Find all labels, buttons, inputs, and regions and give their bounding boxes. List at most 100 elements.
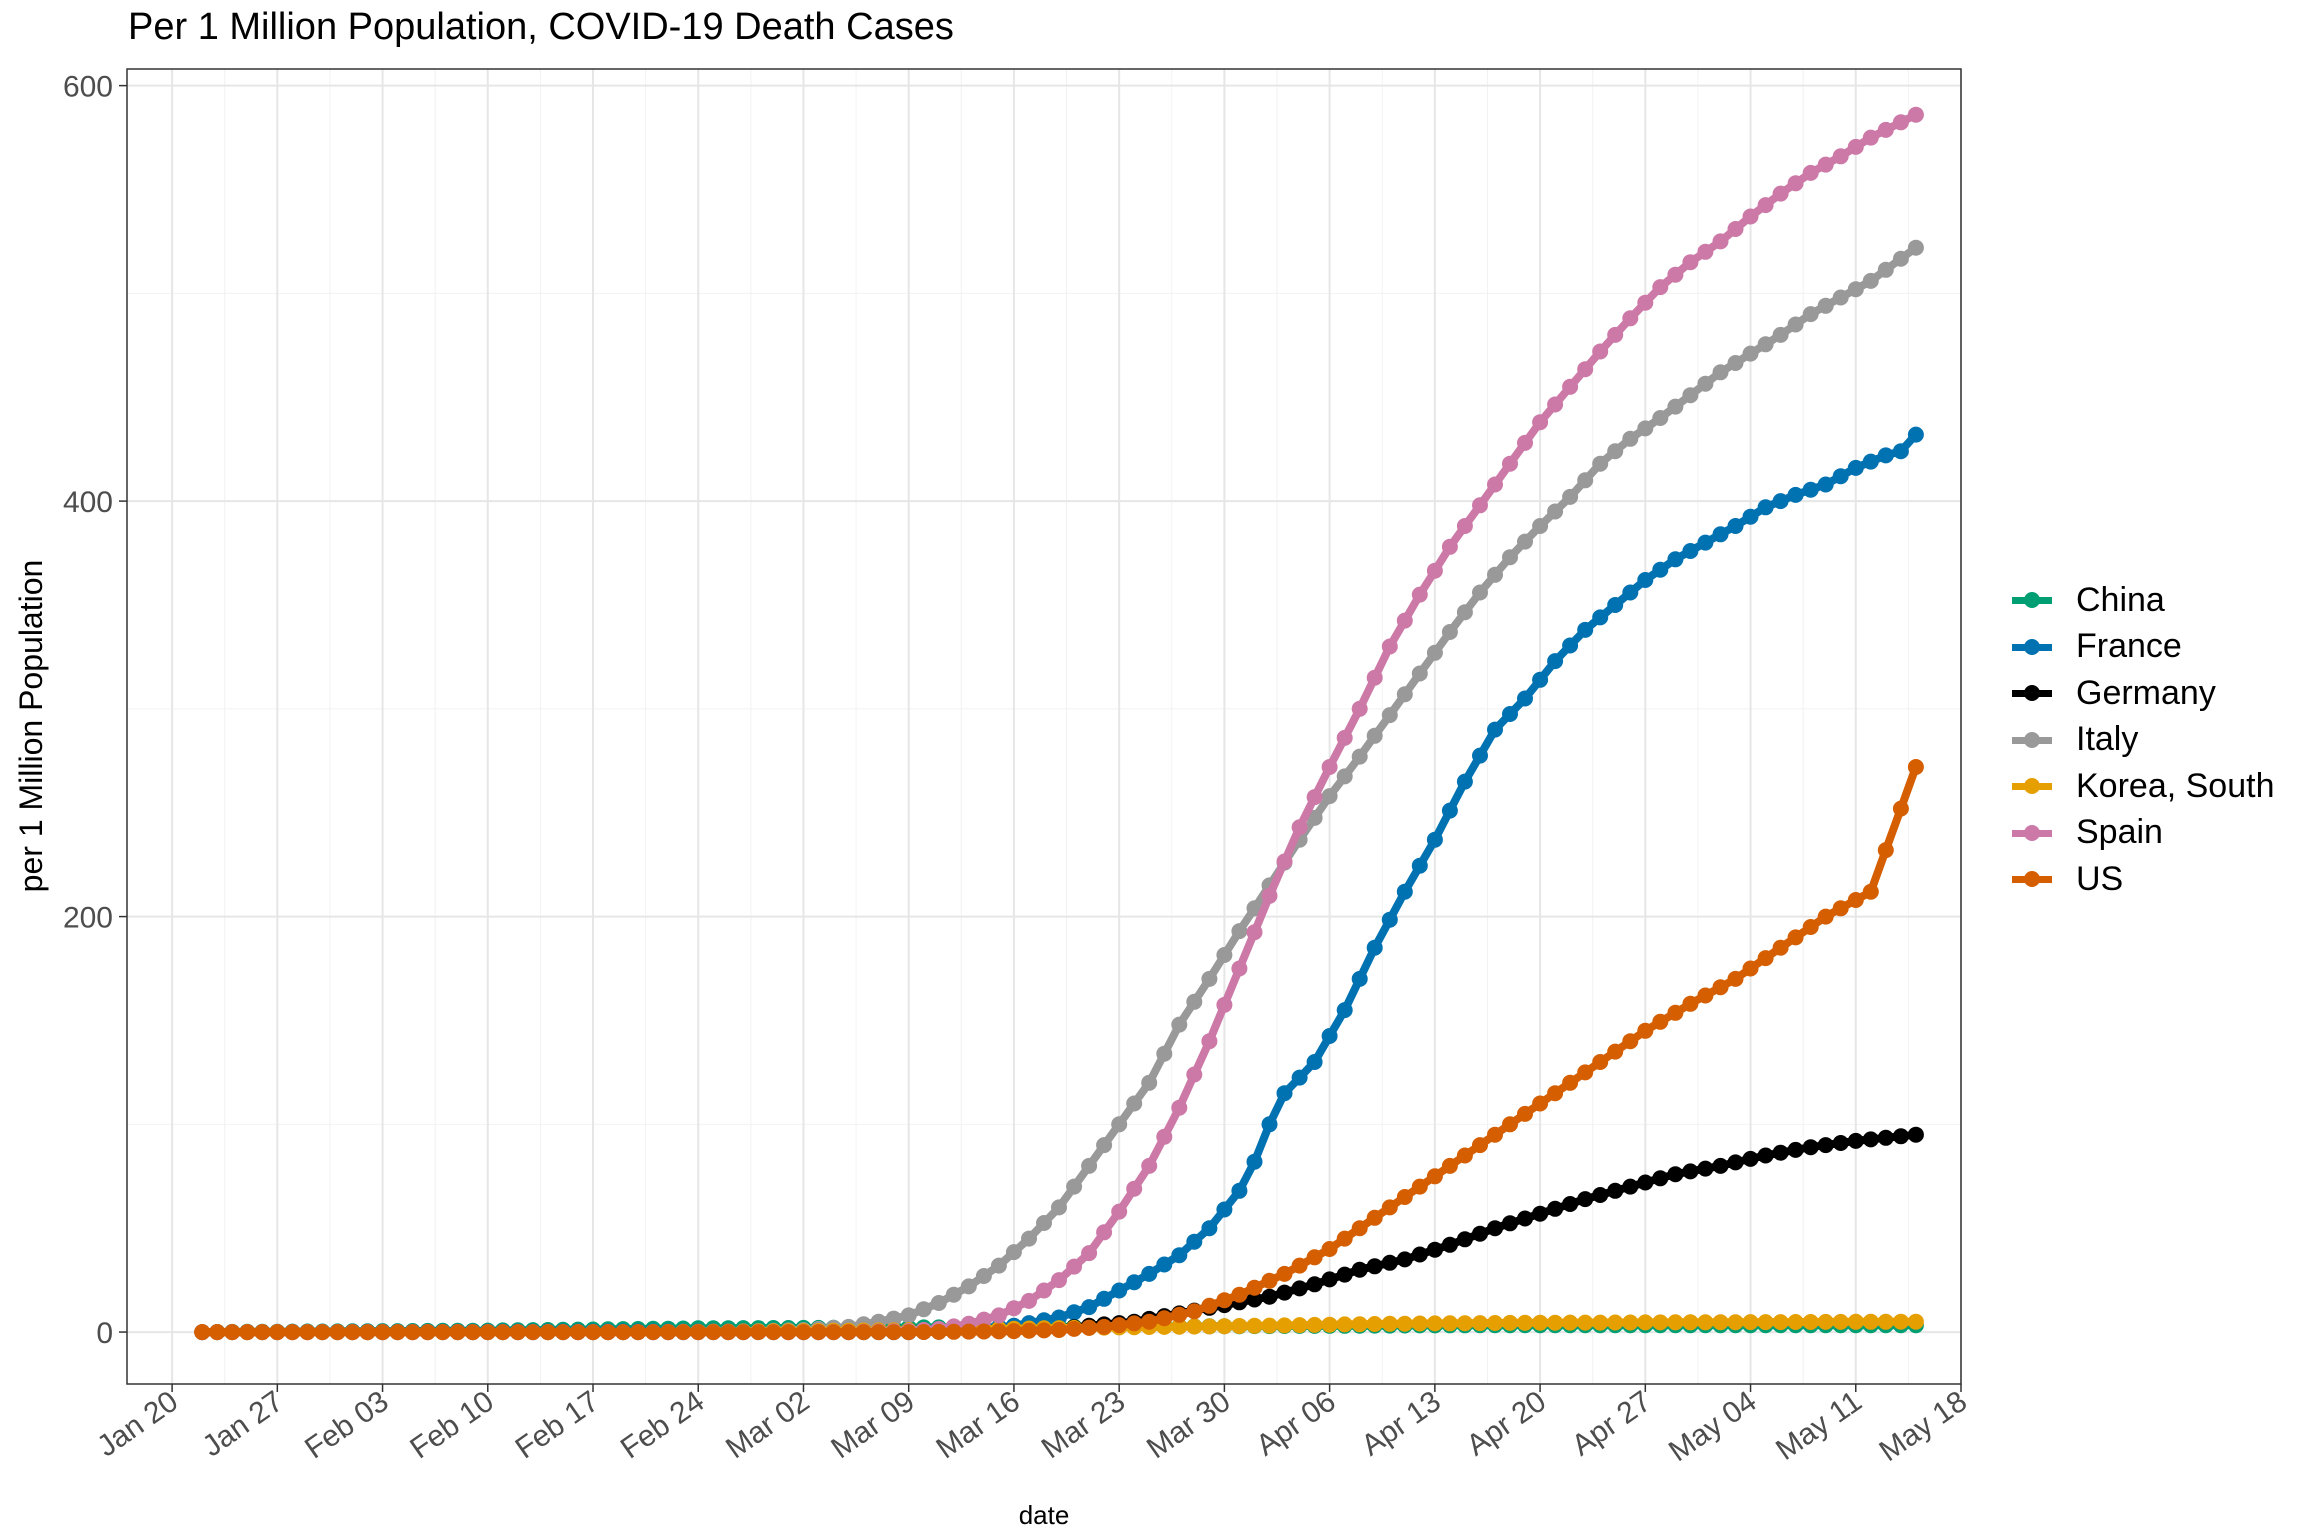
data-point [1562, 1314, 1579, 1331]
data-point [1396, 612, 1413, 629]
data-point [1396, 1251, 1413, 1268]
data-point [930, 1323, 947, 1340]
data-point [1697, 375, 1714, 392]
data-point [1141, 1313, 1158, 1330]
data-point [1622, 1178, 1639, 1195]
data-point [1682, 543, 1699, 559]
data-point [1712, 233, 1729, 250]
y-tick-label: 600 [63, 71, 113, 104]
data-point [1336, 768, 1353, 785]
data-point [1532, 1205, 1549, 1222]
x-tick-label: Feb 17 [510, 1385, 605, 1466]
data-point [1637, 1174, 1654, 1191]
data-point [780, 1324, 797, 1341]
data-point [1231, 923, 1248, 940]
data-point [1231, 1182, 1248, 1199]
data-point [539, 1324, 556, 1341]
x-tick-label: Mar 23 [1036, 1385, 1131, 1466]
data-point [555, 1324, 571, 1341]
data-point [1892, 114, 1909, 131]
data-point [1366, 939, 1383, 956]
data-point [1517, 533, 1533, 550]
data-point [1156, 1128, 1173, 1145]
x-tick-label: Feb 10 [404, 1385, 499, 1466]
data-point [1667, 551, 1684, 568]
data-point [344, 1324, 361, 1341]
data-point [1772, 185, 1789, 202]
data-point [1577, 472, 1594, 489]
data-point [1847, 1313, 1864, 1330]
data-point [1667, 1314, 1684, 1331]
data-point [194, 1324, 211, 1341]
data-point [1426, 644, 1443, 661]
data-point [1877, 261, 1894, 278]
data-point [1877, 1313, 1894, 1330]
data-point [990, 1323, 1007, 1340]
data-point [1817, 1137, 1834, 1154]
legend-item: US [2010, 856, 2274, 903]
data-point [1757, 336, 1774, 353]
data-point [524, 1324, 541, 1341]
data-point [1622, 310, 1639, 327]
data-point [1682, 1314, 1699, 1331]
data-point [1472, 1315, 1488, 1332]
legend-item: Italy [2010, 717, 2274, 764]
data-point [1081, 1245, 1098, 1262]
data-point [1156, 1045, 1173, 1062]
data-point [1111, 1116, 1128, 1133]
data-point [1532, 518, 1549, 534]
data-point [1547, 1314, 1564, 1331]
data-point [1577, 361, 1594, 378]
data-point [1787, 175, 1804, 192]
data-point [1336, 1266, 1353, 1283]
data-point [1426, 1168, 1443, 1185]
data-point [1306, 1249, 1323, 1266]
data-point [1712, 1314, 1729, 1331]
data-point [630, 1324, 647, 1341]
data-point [1742, 208, 1759, 225]
data-point [945, 1286, 962, 1303]
data-point [1411, 1178, 1428, 1195]
data-point [1697, 243, 1714, 260]
data-point [1907, 426, 1924, 443]
legend-key-point [2024, 778, 2040, 795]
data-point [449, 1324, 466, 1341]
legend-key [2010, 632, 2054, 662]
y-tick-label: 200 [63, 902, 113, 935]
legend-key-point [2024, 638, 2040, 655]
data-point [1517, 1210, 1533, 1227]
data-point [1216, 1292, 1233, 1309]
x-tick-label: Jan 20 [91, 1385, 184, 1464]
data-point [1066, 1304, 1083, 1321]
data-point [1036, 1215, 1052, 1231]
x-tick-label: May 11 [1770, 1385, 1868, 1467]
data-point [209, 1324, 226, 1341]
data-point [960, 1278, 977, 1295]
data-point [1892, 1128, 1909, 1145]
y-axis-label: per 1 Million Population [13, 560, 49, 893]
data-point [1441, 802, 1458, 819]
data-point [1727, 1314, 1744, 1331]
data-point [1502, 1215, 1518, 1232]
data-point [1456, 518, 1473, 534]
x-tick-label: Feb 03 [299, 1385, 394, 1466]
data-point [855, 1324, 872, 1341]
data-point [1066, 1178, 1083, 1195]
data-point [1532, 1095, 1549, 1112]
data-point [1607, 597, 1624, 613]
legend-key [2010, 585, 2054, 615]
data-point [1862, 1313, 1879, 1330]
data-point [1126, 1274, 1143, 1291]
data-point [1156, 1310, 1173, 1327]
data-point [975, 1311, 992, 1328]
data-point [1562, 488, 1579, 505]
data-point [1757, 950, 1774, 967]
data-point [1622, 430, 1639, 447]
x-tick-label: Mar 09 [825, 1385, 920, 1466]
data-point [1742, 345, 1759, 362]
data-point [1021, 1292, 1037, 1309]
data-point [1441, 1315, 1458, 1332]
legend-label: China [2076, 580, 2165, 619]
data-point [1186, 1233, 1203, 1250]
data-point [1487, 721, 1503, 738]
